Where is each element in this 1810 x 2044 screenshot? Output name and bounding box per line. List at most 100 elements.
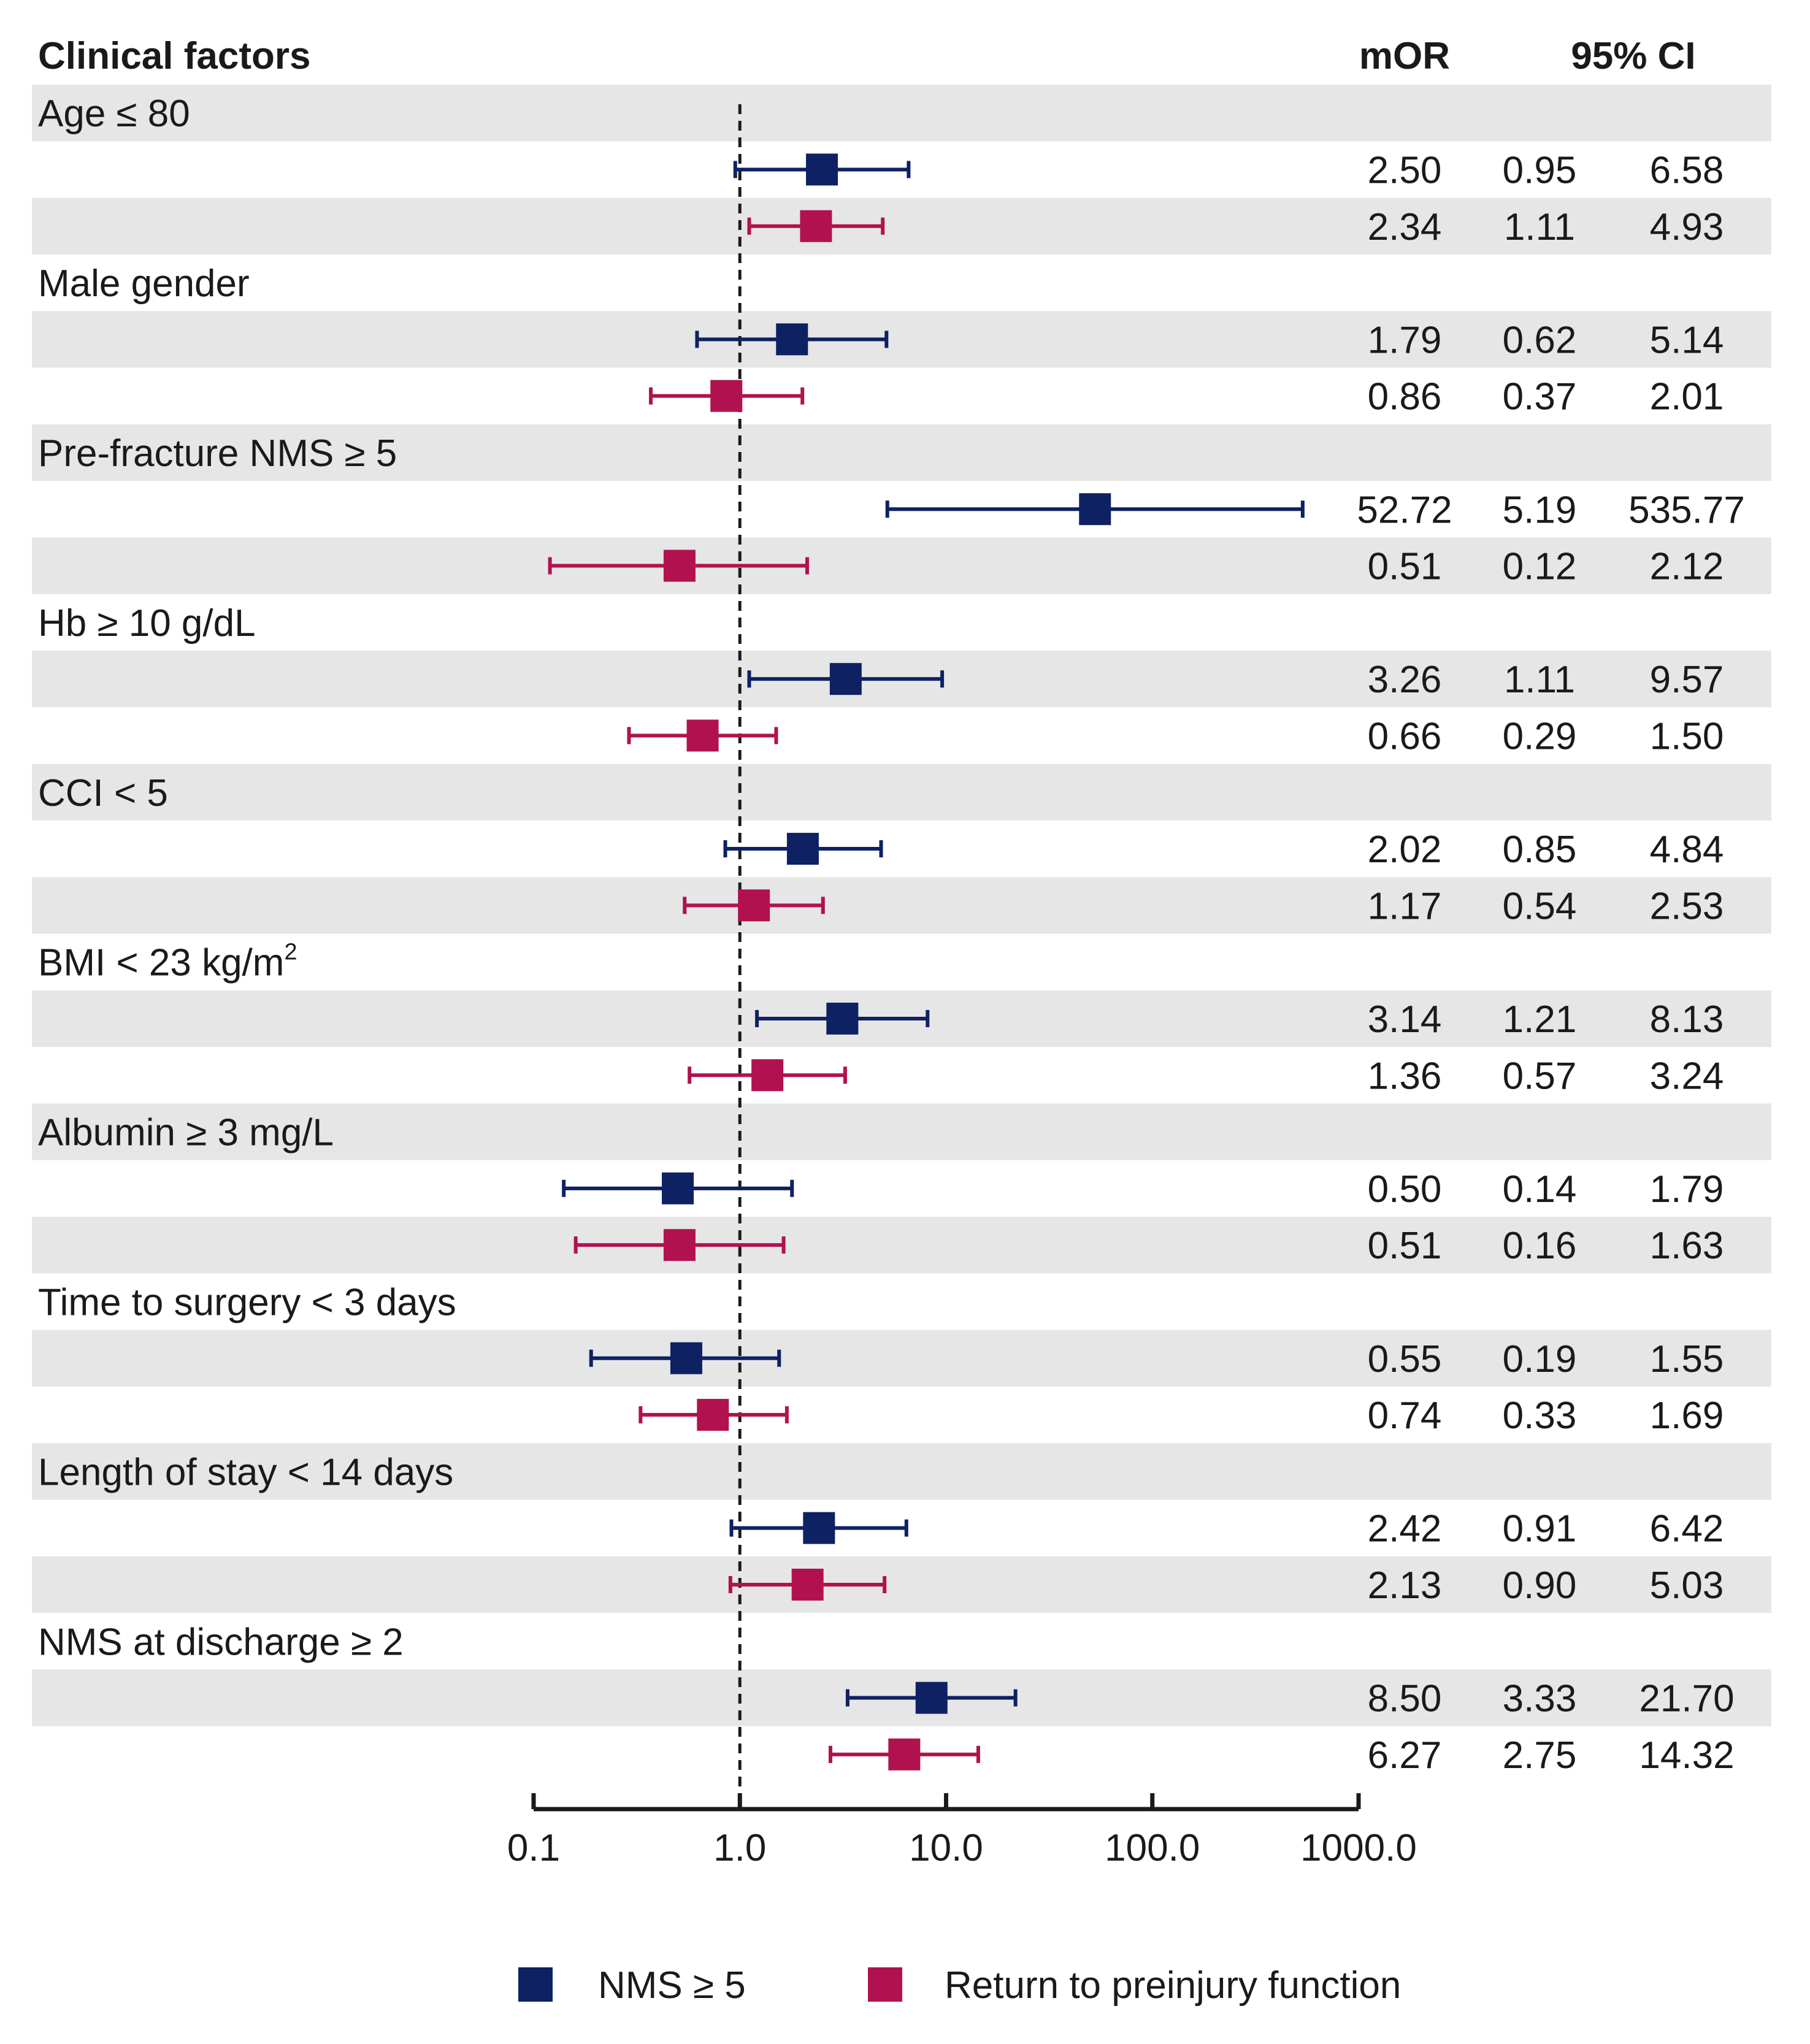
x-tick-label: 0.1: [507, 1827, 560, 1869]
row-band: [32, 1103, 1771, 1160]
factor-label: Pre-fracture NMS ≥ 5: [38, 432, 397, 475]
row-band: [32, 537, 1771, 594]
legend-label: NMS ≥ 5: [598, 1964, 746, 2007]
value-ci-high: 5.03: [1650, 1564, 1724, 1607]
value-ci-low: 1.11: [1504, 659, 1575, 701]
estimate-nms: [562, 1172, 794, 1204]
value-ci-high: 2.01: [1650, 376, 1724, 418]
value-mor: 8.50: [1368, 1678, 1442, 1720]
value-ci-low: 0.90: [1503, 1564, 1577, 1607]
row-band: [32, 1443, 1771, 1500]
value-mor: 2.50: [1368, 149, 1442, 191]
value-ci-low: 0.12: [1503, 546, 1577, 588]
value-ci-high: 21.70: [1639, 1678, 1734, 1720]
estimate-ret: [828, 1738, 980, 1770]
factor-label: Age ≤ 80: [38, 93, 190, 135]
value-mor: 1.36: [1368, 1055, 1442, 1097]
estimate-ret: [649, 380, 805, 412]
point-estimate: [751, 1059, 784, 1092]
value-mor: 0.66: [1368, 715, 1442, 757]
estimate-ret: [728, 1568, 887, 1601]
value-mor: 2.34: [1368, 206, 1442, 248]
point-estimate: [663, 1229, 696, 1261]
row-bands: [32, 85, 1771, 1726]
value-ci-low: 0.62: [1503, 319, 1577, 361]
legend-swatch: [868, 1967, 902, 2002]
x-tick-label: 1.0: [713, 1827, 766, 1869]
value-ci-high: 8.13: [1650, 998, 1724, 1041]
legend-label: Return to preinjury function: [945, 1964, 1401, 2007]
legend: NMS ≥ 5 Return to preinjury function: [518, 1964, 1401, 2007]
estimate-nms: [589, 1342, 781, 1374]
estimate-ret: [688, 1059, 847, 1092]
legend-swatch: [518, 1967, 553, 2002]
point-estimate: [806, 153, 838, 186]
estimate-nms: [755, 1002, 930, 1035]
row-band: [32, 85, 1771, 142]
value-ci-low: 0.54: [1503, 885, 1577, 927]
header-95-ci: 95% CI: [1571, 35, 1695, 77]
value-mor: 0.74: [1368, 1395, 1442, 1437]
value-ci-low: 1.21: [1503, 998, 1577, 1041]
point-estimate: [686, 719, 719, 752]
factor-label: Time to surgery < 3 days: [38, 1281, 456, 1323]
value-mor: 2.02: [1368, 829, 1442, 871]
value-mor: 0.50: [1368, 1168, 1442, 1211]
point-estimate: [710, 380, 743, 412]
estimate-ret: [573, 1229, 786, 1261]
value-ci-high: 1.63: [1650, 1225, 1724, 1267]
header-clinical-factors: Clinical factors: [38, 35, 310, 77]
value-mor: 3.14: [1368, 998, 1442, 1041]
value-ci-low: 0.16: [1503, 1225, 1577, 1267]
point-estimate: [800, 210, 832, 242]
value-ci-high: 9.57: [1650, 659, 1724, 701]
row-band: [32, 197, 1771, 255]
factor-superscript: 2: [284, 940, 297, 965]
factor-label: CCI < 5: [38, 772, 168, 814]
value-mor: 1.17: [1368, 885, 1442, 927]
point-estimate: [1079, 493, 1111, 526]
value-mor: 0.86: [1368, 376, 1442, 418]
point-estimate: [803, 1512, 835, 1544]
value-mor: 6.27: [1368, 1734, 1442, 1777]
value-mor: 0.51: [1368, 1225, 1442, 1267]
value-ci-low: 0.95: [1503, 149, 1577, 191]
value-ci-high: 1.55: [1650, 1338, 1724, 1380]
value-ci-low: 0.14: [1503, 1168, 1577, 1211]
value-mor: 0.51: [1368, 546, 1442, 588]
value-ci-high: 1.50: [1650, 715, 1724, 757]
row-band: [32, 764, 1771, 821]
value-ci-low: 0.57: [1503, 1055, 1577, 1097]
value-ci-low: 0.33: [1503, 1395, 1577, 1437]
point-estimate: [791, 1568, 824, 1601]
header-mor: mOR: [1359, 35, 1450, 77]
value-mor: 0.55: [1368, 1338, 1442, 1380]
point-estimate: [697, 1399, 729, 1431]
factor-label: BMI < 23 kg/m2: [38, 940, 297, 984]
row-band: [32, 1330, 1771, 1387]
x-tick-label: 1000.0: [1300, 1827, 1417, 1869]
point-estimate: [776, 323, 808, 356]
estimate-ret: [548, 549, 809, 582]
row-band: [32, 1556, 1771, 1613]
x-axis: 0.1 1.0 10.0 100.0 1000.0: [507, 1793, 1417, 1869]
value-mor: 3.26: [1368, 659, 1442, 701]
value-ci-high: 6.42: [1650, 1508, 1724, 1550]
estimate-ret: [747, 210, 885, 242]
value-ci-low: 0.37: [1503, 376, 1577, 418]
value-ci-high: 3.24: [1650, 1055, 1724, 1097]
row-band: [32, 424, 1771, 481]
value-ci-high: 4.84: [1650, 829, 1724, 871]
x-tick-label: 10.0: [909, 1827, 983, 1869]
value-ci-high: 6.58: [1650, 149, 1724, 191]
value-ci-high: 5.14: [1650, 319, 1724, 361]
estimate-nms: [695, 323, 889, 356]
point-estimate: [663, 549, 696, 582]
row-band: [32, 877, 1771, 934]
value-ci-low: 1.11: [1504, 206, 1575, 248]
estimate-ret: [627, 719, 778, 752]
value-ci-high: 1.69: [1650, 1395, 1724, 1437]
value-ci-low: 0.19: [1503, 1338, 1577, 1380]
